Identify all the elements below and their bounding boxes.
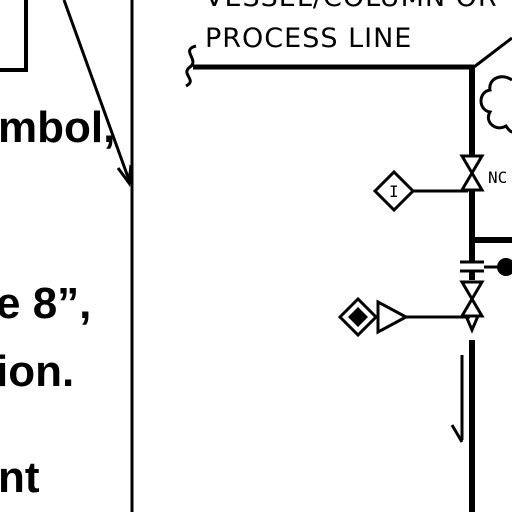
header-label: VESSEL/COLUMN OR [205,0,498,13]
slide-text-line-2: e 8”, [0,279,91,328]
slide-text-line-1: mbol, [0,103,115,152]
leader-arrowhead-icon [116,164,133,187]
gate-valve-lower-icon [459,280,485,318]
filled-diamond-core [348,307,368,327]
signal-triangle-icon [376,299,410,335]
flow-arrowhead-icon [450,424,464,443]
vessel-leader-line [473,36,512,69]
instrument-tag: I [389,182,399,201]
slide-text-line-3: ion. [0,347,74,396]
leader-line [62,0,131,181]
spectacle-blind-icon [497,258,512,276]
valve-bonnet [464,315,480,334]
line-break-icon [185,44,197,88]
box-fragment [0,0,28,72]
revision-cloud-icon [479,75,512,134]
valve-tag: NC [488,168,507,187]
slide-text-line-4: nt [0,453,40,502]
instrument-diamond-icon [372,169,416,213]
process-line-label: PROCESS LINE [205,23,412,54]
gate-valve-upper-icon [459,154,485,192]
